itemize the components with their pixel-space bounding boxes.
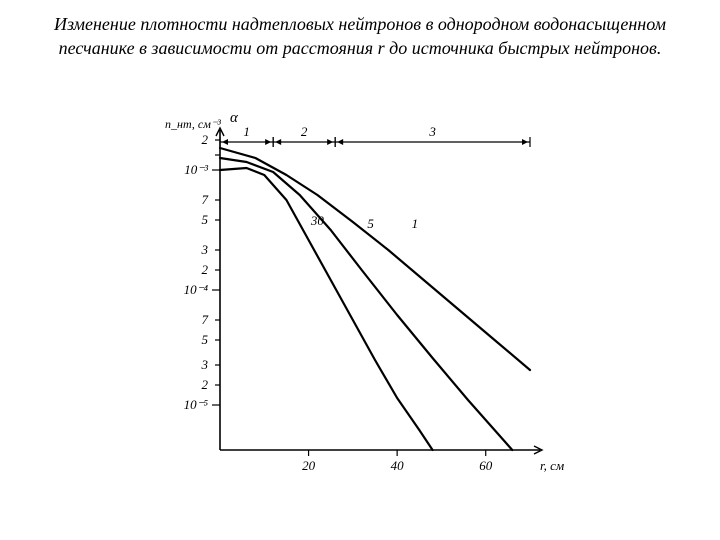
svg-text:5: 5 bbox=[367, 216, 374, 231]
svg-text:10⁻⁴: 10⁻⁴ bbox=[184, 282, 209, 297]
svg-text:α: α bbox=[230, 110, 239, 126]
svg-text:n_нт, см⁻³: n_нт, см⁻³ bbox=[165, 117, 221, 131]
svg-text:2: 2 bbox=[202, 262, 209, 277]
svg-text:5: 5 bbox=[202, 212, 209, 227]
svg-text:60: 60 bbox=[479, 458, 493, 473]
svg-text:7: 7 bbox=[202, 192, 209, 207]
svg-text:2: 2 bbox=[202, 132, 209, 147]
svg-text:30: 30 bbox=[310, 213, 325, 228]
svg-text:3: 3 bbox=[428, 124, 436, 139]
chart-container: αn_нт, см⁻³210⁻³753210⁻⁴753210⁻⁵204060r,… bbox=[160, 110, 580, 510]
page-title: Изменение плотности надтепловых нейтроно… bbox=[0, 12, 720, 61]
svg-text:10⁻³: 10⁻³ bbox=[184, 162, 209, 177]
svg-text:2: 2 bbox=[202, 377, 209, 392]
svg-text:3: 3 bbox=[201, 357, 209, 372]
svg-text:1: 1 bbox=[412, 216, 419, 231]
svg-text:1: 1 bbox=[243, 124, 250, 139]
svg-text:r, см: r, см bbox=[540, 458, 564, 473]
svg-text:20: 20 bbox=[302, 458, 316, 473]
svg-text:7: 7 bbox=[202, 312, 209, 327]
page: Изменение плотности надтепловых нейтроно… bbox=[0, 0, 720, 540]
svg-text:2: 2 bbox=[301, 124, 308, 139]
svg-text:5: 5 bbox=[202, 332, 209, 347]
svg-text:40: 40 bbox=[391, 458, 405, 473]
svg-text:10⁻⁵: 10⁻⁵ bbox=[184, 397, 209, 412]
neutron-density-chart: αn_нт, см⁻³210⁻³753210⁻⁴753210⁻⁵204060r,… bbox=[160, 110, 580, 510]
svg-text:3: 3 bbox=[201, 242, 209, 257]
